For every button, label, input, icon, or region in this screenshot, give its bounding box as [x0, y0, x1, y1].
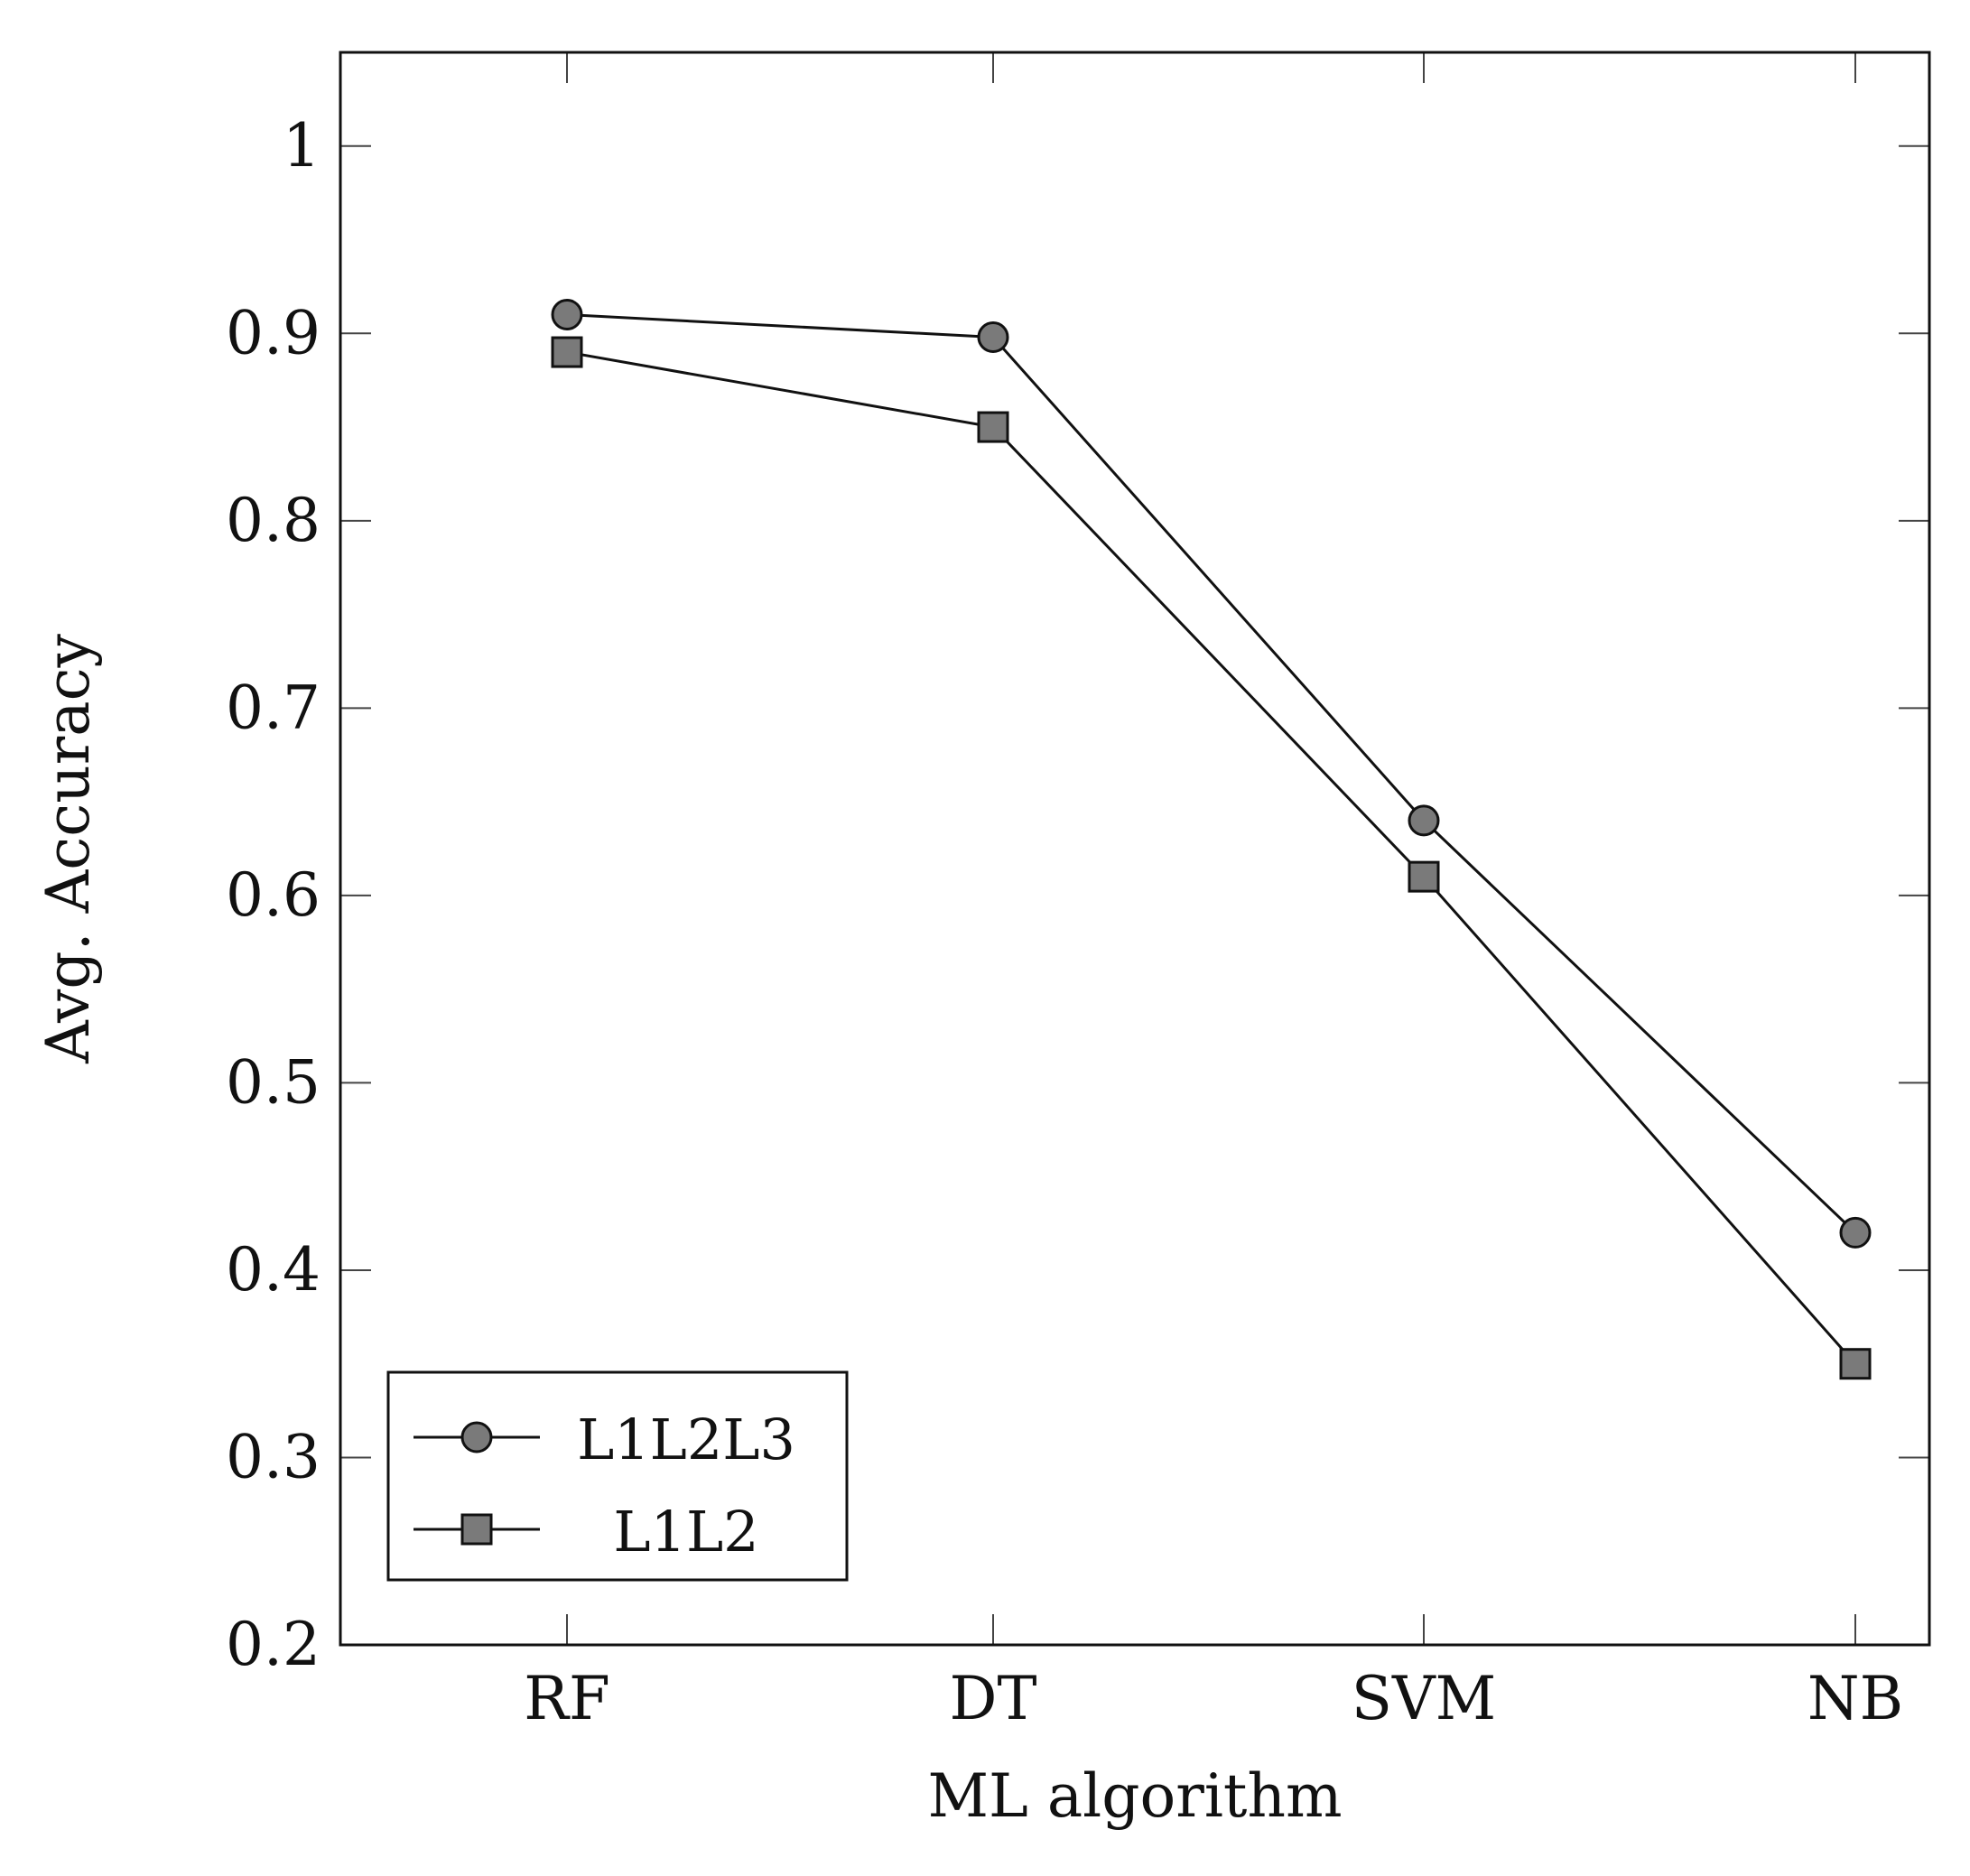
y-tick-label: 0.6: [226, 860, 321, 930]
y-axis-title: Avg. Accuracy: [33, 633, 103, 1063]
x-axis-title: ML algorithm: [927, 1761, 1342, 1831]
axis-ticks: [340, 52, 1929, 1646]
legend-marker: [460, 1513, 493, 1546]
data-point-l1l2l3: [1408, 804, 1440, 837]
series-lines: [566, 313, 1857, 1365]
data-point-l1l2: [1839, 1348, 1872, 1380]
y-tick-label: 0.2: [226, 1610, 321, 1679]
tick-labels: 0.2 0.3 0.4 0.5 0.6 0.7 0.8 0.9 1 RF DT SVM NB: [226, 111, 1903, 1733]
legend: L1L2L3 L1L2: [386, 1370, 849, 1582]
legend-label: L1L2L3: [577, 1407, 795, 1472]
legend-label: L1L2: [613, 1499, 758, 1565]
x-tick-label: NB: [1807, 1664, 1903, 1733]
x-tick-label: DT: [950, 1664, 1037, 1733]
data-point-l1l2l3: [977, 320, 1009, 353]
series-markers: [551, 299, 1872, 1380]
data-point-l1l2l3: [1839, 1216, 1872, 1249]
y-tick-label: 0.3: [226, 1422, 321, 1491]
series-line-l1l2: [566, 350, 1857, 1365]
data-point-l1l2: [551, 336, 583, 368]
legend-marker: [460, 1421, 493, 1453]
y-tick-label: 0.8: [226, 486, 321, 555]
data-point-l1l2l3: [551, 299, 583, 331]
y-tick-label: 0.5: [226, 1047, 321, 1117]
y-tick-label: 0.4: [226, 1235, 321, 1305]
y-tick-label: 1: [283, 111, 321, 181]
data-point-l1l2: [1408, 860, 1440, 893]
series-line-l1l2l3: [566, 313, 1857, 1234]
y-tick-label: 0.9: [226, 298, 321, 367]
legend-box: [386, 1370, 849, 1582]
y-tick-label: 0.7: [226, 673, 321, 742]
data-point-l1l2: [977, 411, 1009, 443]
x-tick-label: SVM: [1352, 1664, 1496, 1733]
plot-area-frame: [339, 51, 1931, 1647]
x-tick-label: RF: [524, 1664, 610, 1733]
